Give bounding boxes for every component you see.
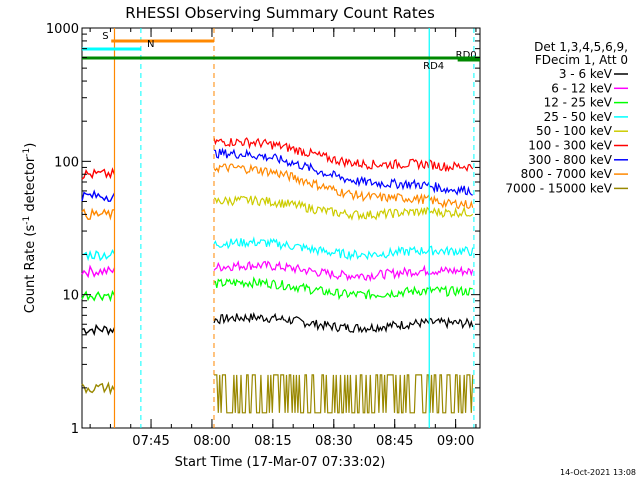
x-axis: 07:45 08:00 08:15 08:30 08:45 09:00 xyxy=(89,28,477,449)
series-line-pre xyxy=(81,167,116,180)
series-line-pre xyxy=(81,207,115,221)
series-line-day xyxy=(213,276,473,301)
x-tick-label: 08:15 xyxy=(254,434,291,449)
flag-label-n: N xyxy=(147,39,154,50)
timestamp: 14-Oct-2021 13:08 xyxy=(560,468,636,477)
legend-header-line-1: Det 1,3,4,5,6,9, xyxy=(534,40,628,54)
series-line-pre xyxy=(81,264,116,279)
legend-label: 7000 - 15000 keV xyxy=(505,181,612,195)
flag-label-s: S xyxy=(102,31,108,42)
plot-area: S N RD0 RD4 xyxy=(81,27,481,429)
legend-label: 6 - 12 keV xyxy=(551,81,613,95)
series-line-day xyxy=(213,163,474,210)
legend-header-line-2: FDecim 1, Att 0 xyxy=(535,53,628,67)
legend-label: 3 - 6 keV xyxy=(559,67,613,81)
y-tick-label: 1000 xyxy=(46,22,79,37)
legend-label: 50 - 100 keV xyxy=(536,124,613,138)
legend: Det 1,3,4,5,6,9, FDecim 1, Att 0 3 - 6 k… xyxy=(505,40,628,195)
series-line-day xyxy=(213,260,474,283)
series-line-day xyxy=(213,311,474,334)
y-axis-label: Count Rate (s-1 detector-1) xyxy=(22,143,38,314)
x-tick-label: 08:45 xyxy=(376,434,413,449)
series-line-day xyxy=(214,374,474,414)
y-tick-label: 100 xyxy=(54,155,79,170)
x-tick-label: 07:45 xyxy=(132,434,169,449)
legend-label: 25 - 50 keV xyxy=(544,110,613,124)
plot-frame xyxy=(81,27,481,429)
legend-label: 800 - 7000 keV xyxy=(521,167,613,181)
series-line-day xyxy=(213,137,474,173)
y-tick-label: 10 xyxy=(62,289,79,304)
x-tick-label: 08:30 xyxy=(315,434,352,449)
legend-label: 12 - 25 keV xyxy=(544,96,613,110)
series-line-pre xyxy=(81,189,116,203)
x-axis-label: Start Time (17-Mar-07 07:33:02) xyxy=(175,455,386,470)
series-line-pre xyxy=(81,323,116,337)
x-tick-label: 09:00 xyxy=(437,434,474,449)
x-tick-label: 08:00 xyxy=(193,434,230,449)
flag-label-rd0: RD0 xyxy=(456,50,477,61)
legend-label: 100 - 300 keV xyxy=(528,139,612,153)
chart-title: RHESSI Observing Summary Count Rates xyxy=(125,4,435,22)
series-line-pre xyxy=(81,381,116,396)
legend-label: 300 - 800 keV xyxy=(528,153,612,167)
series-line-pre xyxy=(81,248,116,262)
flag-label-rd4: RD4 xyxy=(423,61,444,72)
y-tick-label: 1 xyxy=(71,422,79,437)
series-line-day xyxy=(213,236,474,262)
series-line-pre xyxy=(81,289,116,303)
series-line-day xyxy=(213,147,473,196)
y-axis: 1 10 100 1000 xyxy=(46,22,480,437)
